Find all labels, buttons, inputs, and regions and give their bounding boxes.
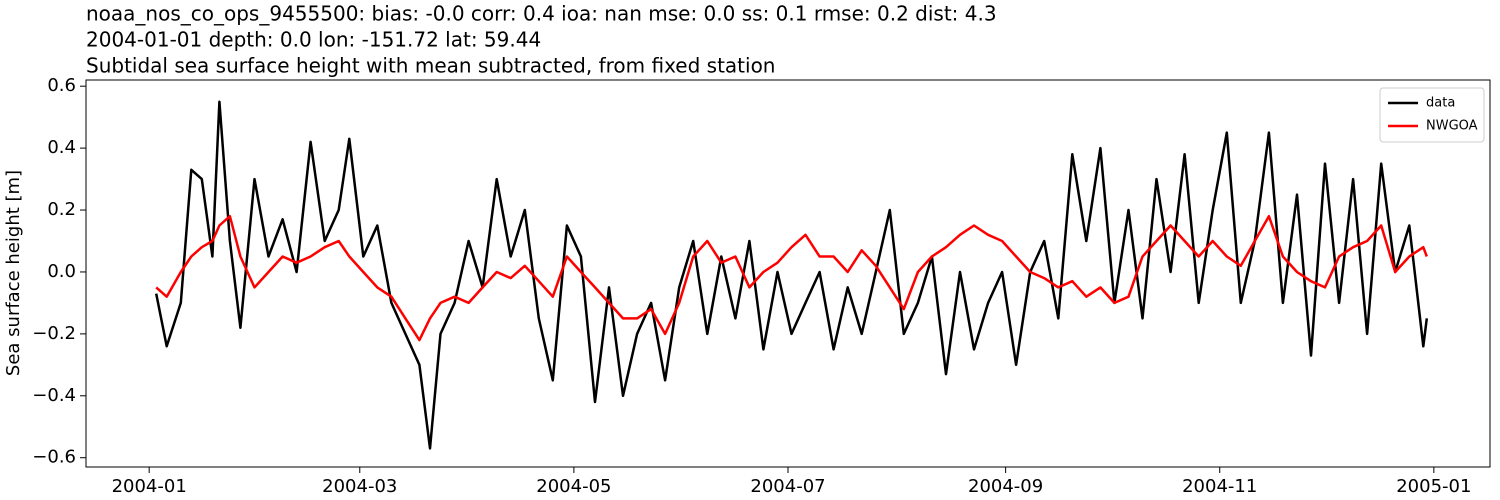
legend-label: NWGOA bbox=[1426, 119, 1478, 134]
y-tick-label: −0.6 bbox=[32, 447, 76, 468]
x-tick-label: 2004-07 bbox=[750, 476, 825, 497]
chart-title: noaa_nos_co_ops_9455500: bias: -0.0 corr… bbox=[86, 2, 997, 26]
series-line bbox=[155, 214, 1428, 342]
x-tick-label: 2004-11 bbox=[1182, 476, 1257, 497]
x-tick-label: 2004-03 bbox=[322, 476, 397, 497]
legend-box bbox=[1379, 87, 1485, 143]
y-tick-label: −0.2 bbox=[32, 323, 76, 344]
y-tick-label: 0.4 bbox=[47, 137, 76, 158]
chart-subtitle: Subtidal sea surface height with mean su… bbox=[86, 54, 775, 78]
y-tick-label: 0.6 bbox=[47, 75, 76, 96]
y-tick-label: 0.0 bbox=[47, 261, 76, 282]
x-tick-label: 2004-05 bbox=[536, 476, 611, 497]
legend-label: data bbox=[1426, 96, 1455, 111]
x-tick-label: 2004-09 bbox=[968, 476, 1043, 497]
y-tick-label: 0.2 bbox=[47, 199, 76, 220]
y-tick-label: −0.4 bbox=[32, 385, 76, 406]
x-tick-label: 2005-01 bbox=[1396, 476, 1471, 497]
x-tick-label: 2004-01 bbox=[112, 476, 187, 497]
plot-frame bbox=[85, 79, 1491, 468]
chart-subtitle: 2004-01-01 depth: 0.0 lon: -151.72 lat: … bbox=[86, 28, 541, 52]
y-axis-label: Sea surface height [m] bbox=[3, 170, 24, 376]
series-line bbox=[154, 100, 1429, 450]
